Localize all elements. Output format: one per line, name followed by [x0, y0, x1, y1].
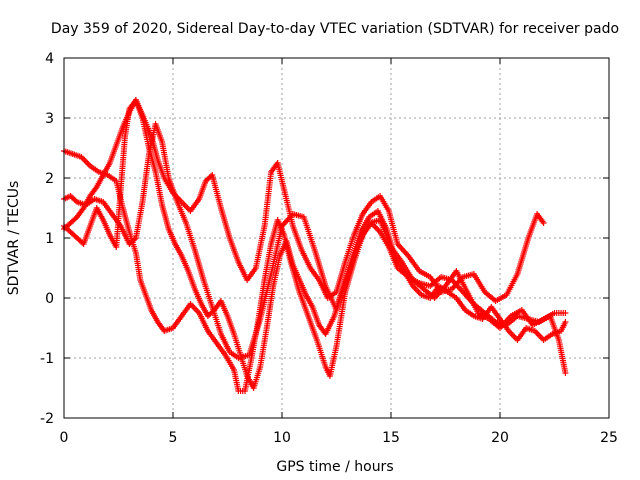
series-track-2 — [61, 97, 547, 304]
y-tick-label: -2 — [40, 411, 54, 427]
y-tick-label: 2 — [45, 171, 54, 187]
y-tick-label: 0 — [45, 291, 54, 307]
data-point — [562, 310, 569, 316]
series-track-3 — [61, 121, 569, 361]
data-point — [562, 370, 569, 376]
data-point — [540, 220, 547, 226]
y-tick-label: -1 — [40, 351, 54, 367]
y-tick-label: 3 — [45, 111, 54, 127]
y-axis-label: SDTVAR / TECUs — [6, 181, 22, 296]
x-tick-label: 0 — [60, 430, 69, 446]
x-tick-label: 15 — [382, 430, 400, 446]
x-tick-label: 5 — [169, 430, 178, 446]
data-point — [562, 319, 569, 325]
x-tick-label: 25 — [600, 430, 618, 446]
x-tick-label: 20 — [491, 430, 509, 446]
x-axis-label: GPS time / hours — [276, 459, 393, 475]
axes: 0 5 10 15 20 25 -2 -1 0 1 2 3 4 — [40, 51, 618, 446]
y-tick-label: 1 — [45, 231, 54, 247]
y-tick-label: 4 — [45, 51, 54, 67]
data-points — [61, 97, 569, 394]
x-tick-label: 10 — [273, 430, 291, 446]
data-point — [72, 197, 79, 204]
data-point — [131, 236, 138, 243]
chart-title: Day 359 of 2020, Sidereal Day-to-day VTE… — [51, 21, 619, 37]
